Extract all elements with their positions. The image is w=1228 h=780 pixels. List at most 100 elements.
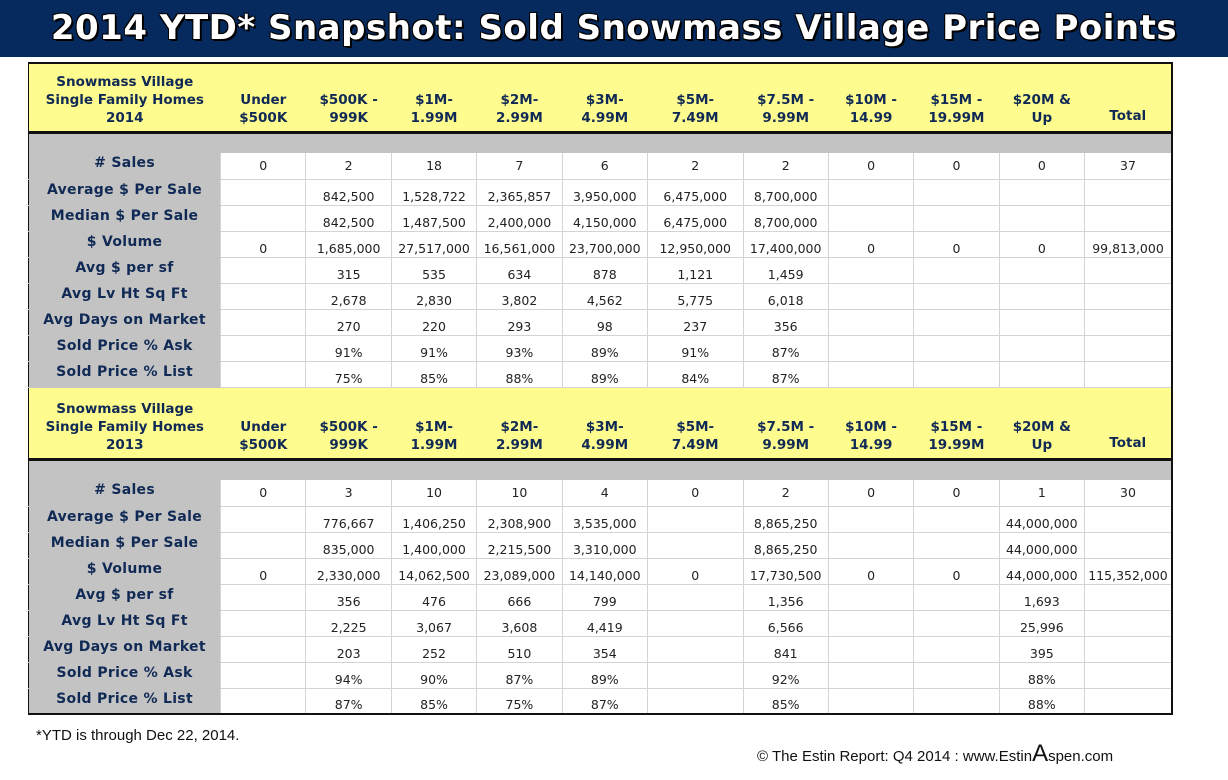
table-cell — [913, 309, 1000, 336]
row-label: Sold Price % Ask — [28, 662, 221, 689]
gray-spacer — [28, 461, 1172, 480]
table-cell — [646, 610, 743, 637]
table-cell — [827, 179, 914, 206]
table-cell: 510 — [476, 636, 563, 663]
table-cell: 75% — [476, 688, 563, 715]
column-header: Under $500K — [220, 388, 306, 458]
table-cell — [913, 283, 1000, 310]
table-cell — [998, 257, 1085, 284]
row-label: # Sales — [28, 480, 221, 507]
table-cell — [646, 506, 743, 533]
table-cell — [913, 205, 1000, 232]
table-cell: 476 — [390, 584, 477, 611]
table-cell — [1084, 532, 1172, 559]
table-cell: 91% — [305, 335, 392, 362]
row-label: $ Volume — [28, 231, 221, 258]
table-cell: 37 — [1084, 153, 1172, 180]
table-cell — [913, 636, 1000, 663]
table-cell: 4,562 — [561, 283, 648, 310]
table-cell: 0 — [646, 480, 743, 507]
table-cell: 14,062,500 — [390, 558, 477, 585]
table-cell: 115,352,000 — [1084, 558, 1172, 585]
column-header: $1M- 1.99M — [391, 388, 477, 458]
table-cell: 3,950,000 — [561, 179, 648, 206]
table-cell — [827, 688, 914, 715]
table-row: Average $ Per Sale 776,667 1,406,250 2,308,… — [28, 506, 1172, 533]
table-cell: 88% — [998, 688, 1085, 715]
table-cell — [220, 610, 306, 637]
table-cell: 6,475,000 — [646, 179, 743, 206]
table-cell: 75% — [305, 361, 392, 388]
table-cell: 23,700,000 — [561, 231, 648, 258]
row-label: Avg Days on Market — [28, 309, 221, 336]
table-cell — [913, 584, 1000, 611]
table-cell — [1084, 636, 1172, 663]
table-row: Median $ Per Sale 835,000 1,400,000 2,215,5… — [28, 532, 1172, 559]
table-cell: 8,700,000 — [742, 179, 829, 206]
table-cell: 0 — [827, 558, 914, 585]
table-cell: 0 — [827, 231, 914, 258]
table-cell: 93% — [476, 335, 563, 362]
table-cell: 23,089,000 — [476, 558, 563, 585]
table-cell — [220, 506, 306, 533]
column-header: $5M- 7.49M — [647, 388, 743, 458]
column-header: $10M -14.99 — [828, 63, 914, 131]
table-cell: 3 — [305, 480, 392, 507]
copyright-prefix: © The Estin Report: Q4 2014 : www.Estin — [757, 748, 1033, 765]
table-cell: 89% — [561, 662, 648, 689]
table-cell: 87% — [742, 361, 829, 388]
table-cell: 0 — [913, 231, 1000, 258]
table-cell: 87% — [305, 688, 392, 715]
table-cell — [827, 283, 914, 310]
table-cell — [1084, 309, 1172, 336]
table-cell — [220, 688, 306, 715]
table-cell — [998, 205, 1085, 232]
table-cell: 2,830 — [390, 283, 477, 310]
table-cell: 85% — [390, 361, 477, 388]
column-header: $500K -999K — [305, 388, 392, 458]
table-row: Sold Price % Ask 94% 90% 87% 89% 92% 88% — [28, 662, 1172, 689]
column-header: $15M -19.99M — [913, 63, 1000, 131]
table-cell: 356 — [742, 309, 829, 336]
column-header: $2M- 2.99M — [476, 388, 563, 458]
table-row: Avg $ per sf 315 535 634 878 1,121 1,459 — [28, 257, 1172, 284]
table-cell — [220, 205, 306, 232]
table-cell — [827, 361, 914, 388]
row-label: Avg Lv Ht Sq Ft — [28, 283, 221, 310]
table-row: # Sales 0 3 10 10 4 0 2 0 0 1 30 — [28, 480, 1172, 507]
table-cell: 1,400,000 — [390, 532, 477, 559]
table-cell: 18 — [390, 153, 477, 180]
table-cell — [998, 179, 1085, 206]
table-cell: 315 — [305, 257, 392, 284]
table-cell: 0 — [913, 480, 1000, 507]
table-cell — [220, 179, 306, 206]
row-label: Sold Price % List — [28, 688, 221, 715]
table-cell: 27,517,000 — [390, 231, 477, 258]
table-row: Avg Lv Ht Sq Ft 2,225 3,067 3,608 4,419 6,566… — [28, 610, 1172, 637]
table-cell: 535 — [390, 257, 477, 284]
table-cell: 8,865,250 — [742, 532, 829, 559]
table-cell: 1,487,500 — [390, 205, 477, 232]
table-cell — [1084, 257, 1172, 284]
table-row: Sold Price % Ask 91% 91% 93% 89% 91% 87% — [28, 335, 1172, 362]
table-cell: 6,475,000 — [646, 205, 743, 232]
table-cell: 776,667 — [305, 506, 392, 533]
row-label: # Sales — [28, 153, 221, 180]
table-cell: 4,419 — [561, 610, 648, 637]
table-cell: 14,140,000 — [561, 558, 648, 585]
table-cell — [913, 361, 1000, 388]
table-cell: 99,813,000 — [1084, 231, 1172, 258]
table-cell: 1,356 — [742, 584, 829, 611]
table-cell: 2 — [742, 153, 829, 180]
column-header: Under $500K — [220, 63, 306, 131]
row-label: $ Volume — [28, 558, 221, 585]
table-cell: 0 — [913, 558, 1000, 585]
table-cell: 10 — [390, 480, 477, 507]
table-cell: 1,459 — [742, 257, 829, 284]
table-cell — [998, 361, 1085, 388]
table-row: Sold Price % List 87% 85% 75% 87% 85% 88% — [28, 688, 1172, 715]
table-cell: 98 — [561, 309, 648, 336]
header-divider — [28, 458, 1172, 461]
table-cell: 2 — [305, 153, 392, 180]
table-cell — [1084, 610, 1172, 637]
